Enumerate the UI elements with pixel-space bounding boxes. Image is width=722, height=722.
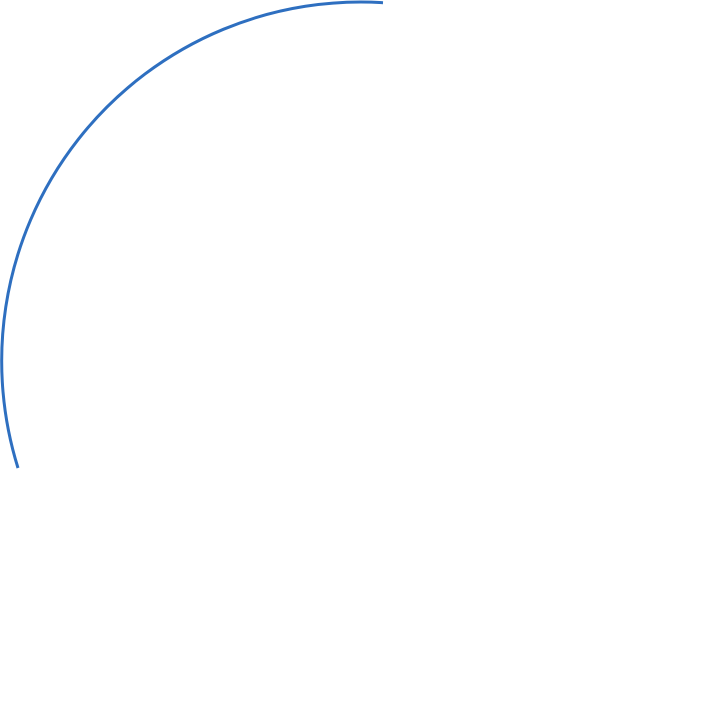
circular-arc (0, 0, 384, 469)
